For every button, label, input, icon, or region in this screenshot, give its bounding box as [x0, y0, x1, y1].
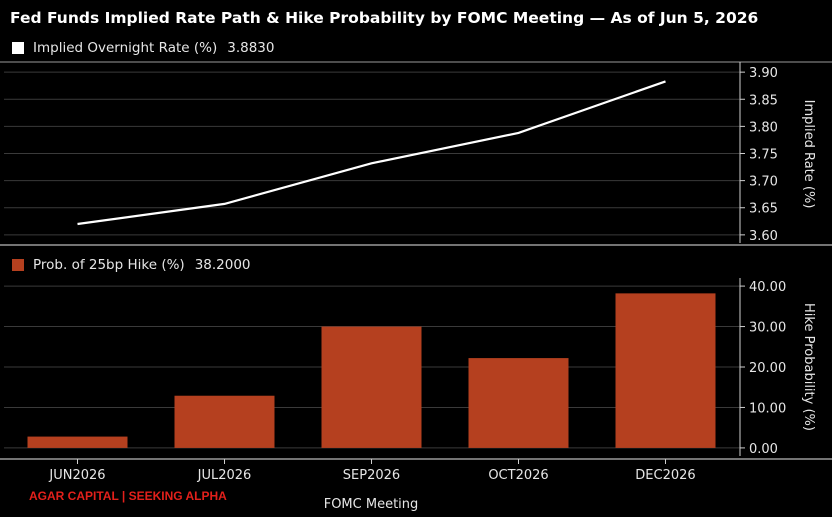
- x-tick-label: JUL2026: [197, 468, 252, 483]
- y-tick-label: 3.85: [749, 93, 778, 108]
- legend-swatch-line: [12, 42, 24, 54]
- legend-label: Prob. of 25bp Hike (%): [33, 257, 185, 273]
- bar-hike-probability: [468, 358, 569, 448]
- legend-swatch-bar: [12, 259, 24, 271]
- bar-hike-probability: [27, 436, 128, 448]
- y-tick-label: 30.00: [749, 321, 786, 336]
- bar-hike-probability: [321, 326, 422, 448]
- legend-hike-probability: Prob. of 25bp Hike (%) 38.2000: [12, 257, 251, 273]
- x-tick-label: DEC2026: [635, 468, 695, 483]
- y-tick-label: 40.00: [749, 280, 786, 295]
- y-tick-label: 3.60: [749, 229, 778, 244]
- y-tick-label: 3.90: [749, 66, 778, 81]
- bar-hike-probability: [174, 395, 275, 448]
- source-credit: AGAR CAPITAL | SEEKING ALPHA: [29, 489, 227, 503]
- y-axis-title-bottom: Hike Probability (%): [801, 303, 816, 431]
- x-tick-label: JUN2026: [48, 468, 105, 483]
- y-tick-label: 0.00: [749, 442, 778, 457]
- y-axis-title-top: Implied Rate (%): [801, 100, 816, 209]
- y-tick-label: 10.00: [749, 401, 786, 416]
- series-line-implied-rate: [77, 80, 666, 226]
- legend-label: Implied Overnight Rate (%): [33, 40, 218, 56]
- y-tick-label: 3.75: [749, 148, 778, 163]
- legend-value: 3.8830: [227, 40, 275, 56]
- x-tick-label: SEP2026: [343, 468, 400, 483]
- legend-implied-rate: Implied Overnight Rate (%) 3.8830: [12, 40, 274, 56]
- legend-value: 38.2000: [194, 257, 251, 273]
- chart-title: Fed Funds Implied Rate Path & Hike Proba…: [10, 9, 759, 27]
- y-tick-label: 3.70: [749, 175, 778, 190]
- bar-hike-probability: [615, 293, 716, 448]
- y-tick-label: 20.00: [749, 361, 786, 376]
- x-axis-title: FOMC Meeting: [324, 497, 419, 512]
- y-tick-label: 3.65: [749, 202, 778, 217]
- x-tick-label: OCT2026: [488, 468, 548, 483]
- y-tick-label: 3.80: [749, 120, 778, 135]
